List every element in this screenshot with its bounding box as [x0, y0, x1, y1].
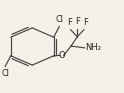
- Text: F: F: [75, 17, 80, 26]
- Text: F: F: [83, 18, 88, 27]
- Text: Cl: Cl: [55, 15, 63, 24]
- Text: Cl: Cl: [1, 69, 9, 78]
- Text: F: F: [67, 18, 72, 27]
- Text: NH₂: NH₂: [85, 43, 101, 52]
- Text: O: O: [58, 51, 65, 60]
